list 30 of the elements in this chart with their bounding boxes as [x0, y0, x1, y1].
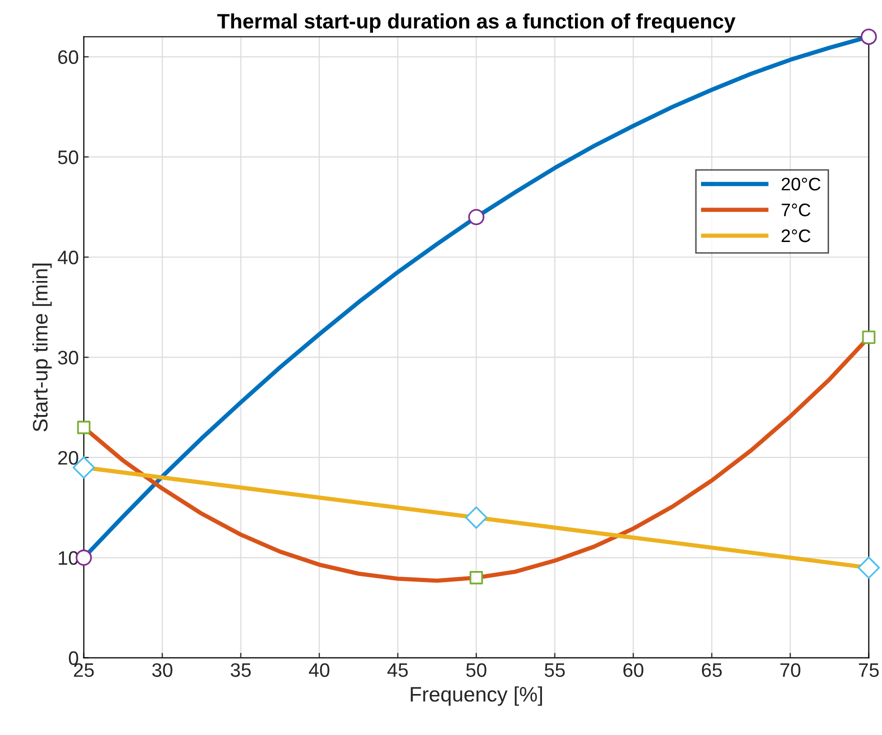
point: [860, 28, 877, 45]
point: [465, 506, 488, 529]
x-tick-label: 65: [702, 663, 722, 677]
y-tick-label: 30: [58, 350, 78, 365]
y-tick-label: 20: [58, 450, 78, 465]
y-tick-label: 40: [58, 250, 78, 264]
legend-label: 20°C: [782, 178, 820, 190]
point: [468, 208, 484, 226]
x-axis-title: Frequency [%]: [410, 686, 542, 706]
point: [77, 420, 90, 434]
x-tick-label: 25: [74, 663, 94, 677]
x-tick-label: 50: [466, 663, 486, 677]
y-axis-title: Start-up time [min]: [32, 264, 52, 432]
x-tick-label: 55: [544, 663, 565, 677]
x-tick-label: 70: [780, 663, 800, 677]
point: [862, 330, 876, 344]
y-tick-label: 0: [68, 651, 78, 666]
x-tick-label: 35: [230, 663, 251, 677]
point: [858, 556, 880, 579]
x-tick-label: 45: [387, 663, 408, 677]
legend-label: 7°C: [782, 204, 810, 216]
x-tick-label: 75: [858, 663, 879, 677]
chart-title: Thermal start-up duration as a function of frequency: [217, 13, 736, 33]
y-tick-label: 50: [58, 150, 78, 164]
x-tick-label: 40: [308, 663, 330, 677]
point: [470, 571, 483, 584]
x-tick-label: 30: [152, 663, 172, 677]
y-tick-label: 60: [58, 50, 78, 64]
x-tick-label: 60: [623, 663, 644, 677]
legend-label: 2°C: [782, 229, 810, 242]
